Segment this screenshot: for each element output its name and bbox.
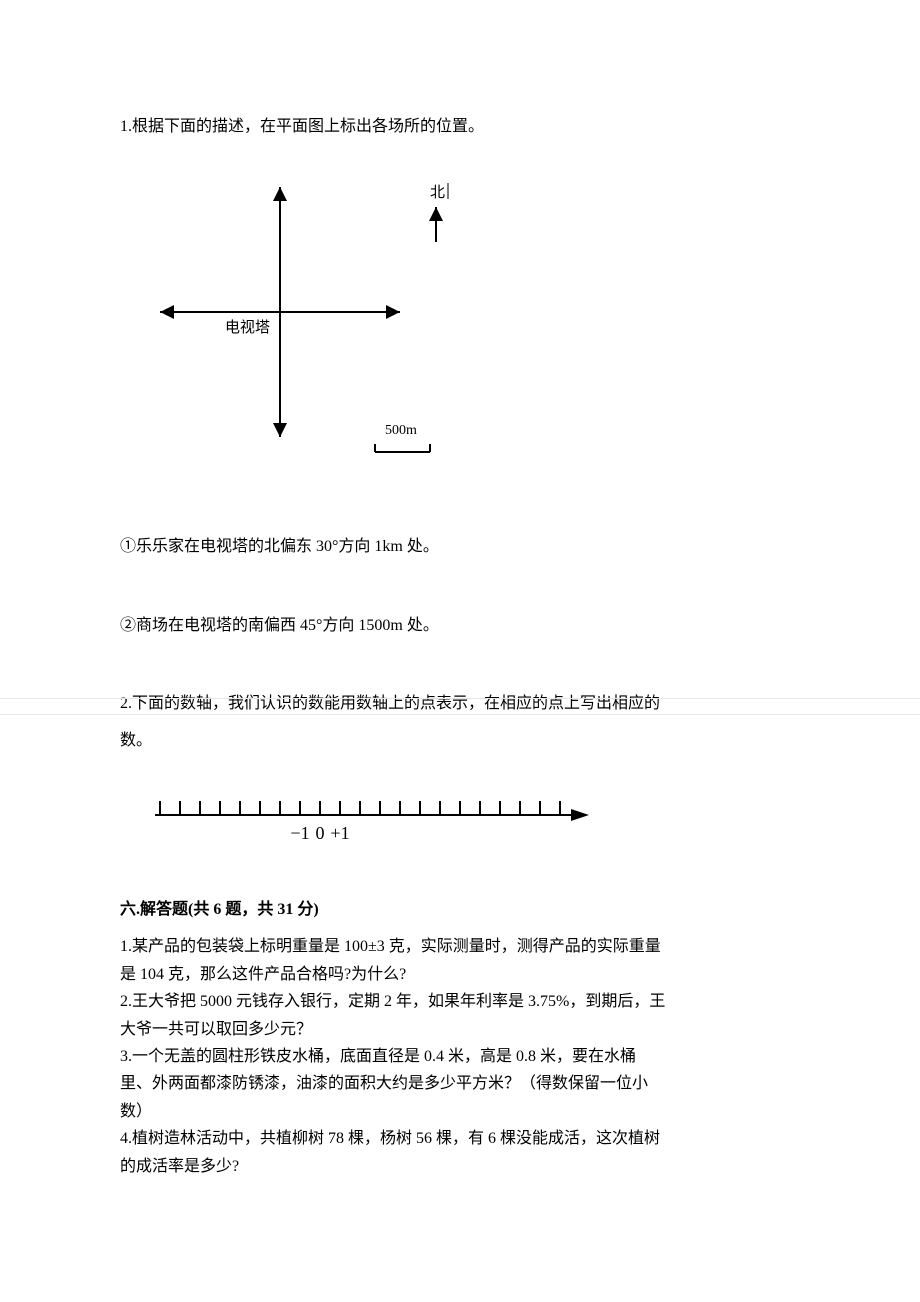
q2-numberline: −1 0+1 [130, 785, 800, 860]
section6-q3-line3: 数） [120, 1099, 800, 1125]
q2-line2: 数。 [120, 727, 800, 756]
svg-text:500m: 500m [385, 423, 417, 438]
number-line-svg: −1 0+1 [130, 785, 600, 855]
q1-sub2: ②商场在电视塔的南偏西 45°方向 1500m 处。 [120, 611, 800, 635]
svg-text:+1: +1 [330, 823, 349, 843]
svg-text:北: 北 [430, 184, 445, 201]
section6-items: 1.某产品的包装袋上标明重量是 100±3 克，实际测量时，测得产品的实际重量是… [120, 934, 800, 1180]
svg-text:电视塔: 电视塔 [225, 319, 270, 336]
section6-q2-line2: 大爷一共可以取回多少元？ [120, 1017, 800, 1043]
section6-q2-line1: 2.王大爷把 5000 元钱存入银行，定期 2 年，如果年利率是 3.75%，到… [120, 989, 800, 1015]
section6-q1-line1: 1.某产品的包装袋上标明重量是 100±3 克，实际测量时，测得产品的实际重量 [120, 934, 800, 960]
section6-q4-line1: 4.植树造林活动中，共植柳树 78 棵，杨树 56 棵，有 6 棵没能成活，这次… [120, 1126, 800, 1152]
section6-q4-line2: 的成活率是多少? [120, 1154, 800, 1180]
section6-q3-line2: 里、外两面都漆防锈漆，油漆的面积大约是多少平方米？（得数保留一位小 [120, 1071, 800, 1097]
q1-sub1: ①乐乐家在电视塔的北偏东 30°方向 1km 处。 [120, 532, 800, 556]
svg-text:0: 0 [316, 823, 325, 843]
q2-line1: 2.下面的数轴，我们认识的数能用数轴上的点表示，在相应的点上写出相应的 [120, 690, 800, 719]
section6-q3-line1: 3.一个无盖的圆柱形铁皮水桶，底面直径是 0.4 米，高是 0.8 米，要在水桶 [120, 1044, 800, 1070]
svg-text:−1: −1 [290, 823, 309, 843]
section6-q1-line2: 是 104 克，那么这件产品合格吗?为什么? [120, 962, 800, 988]
q1-prompt: 1.根据下面的描述，在平面图上标出各场所的位置。 [120, 113, 800, 142]
q1-diagram: 电视塔 北 500m [140, 172, 460, 482]
compass-diagram-svg: 电视塔 北 500m [140, 172, 460, 482]
section6-title: 六.解答题(共 6 题，共 31 分) [120, 895, 800, 919]
